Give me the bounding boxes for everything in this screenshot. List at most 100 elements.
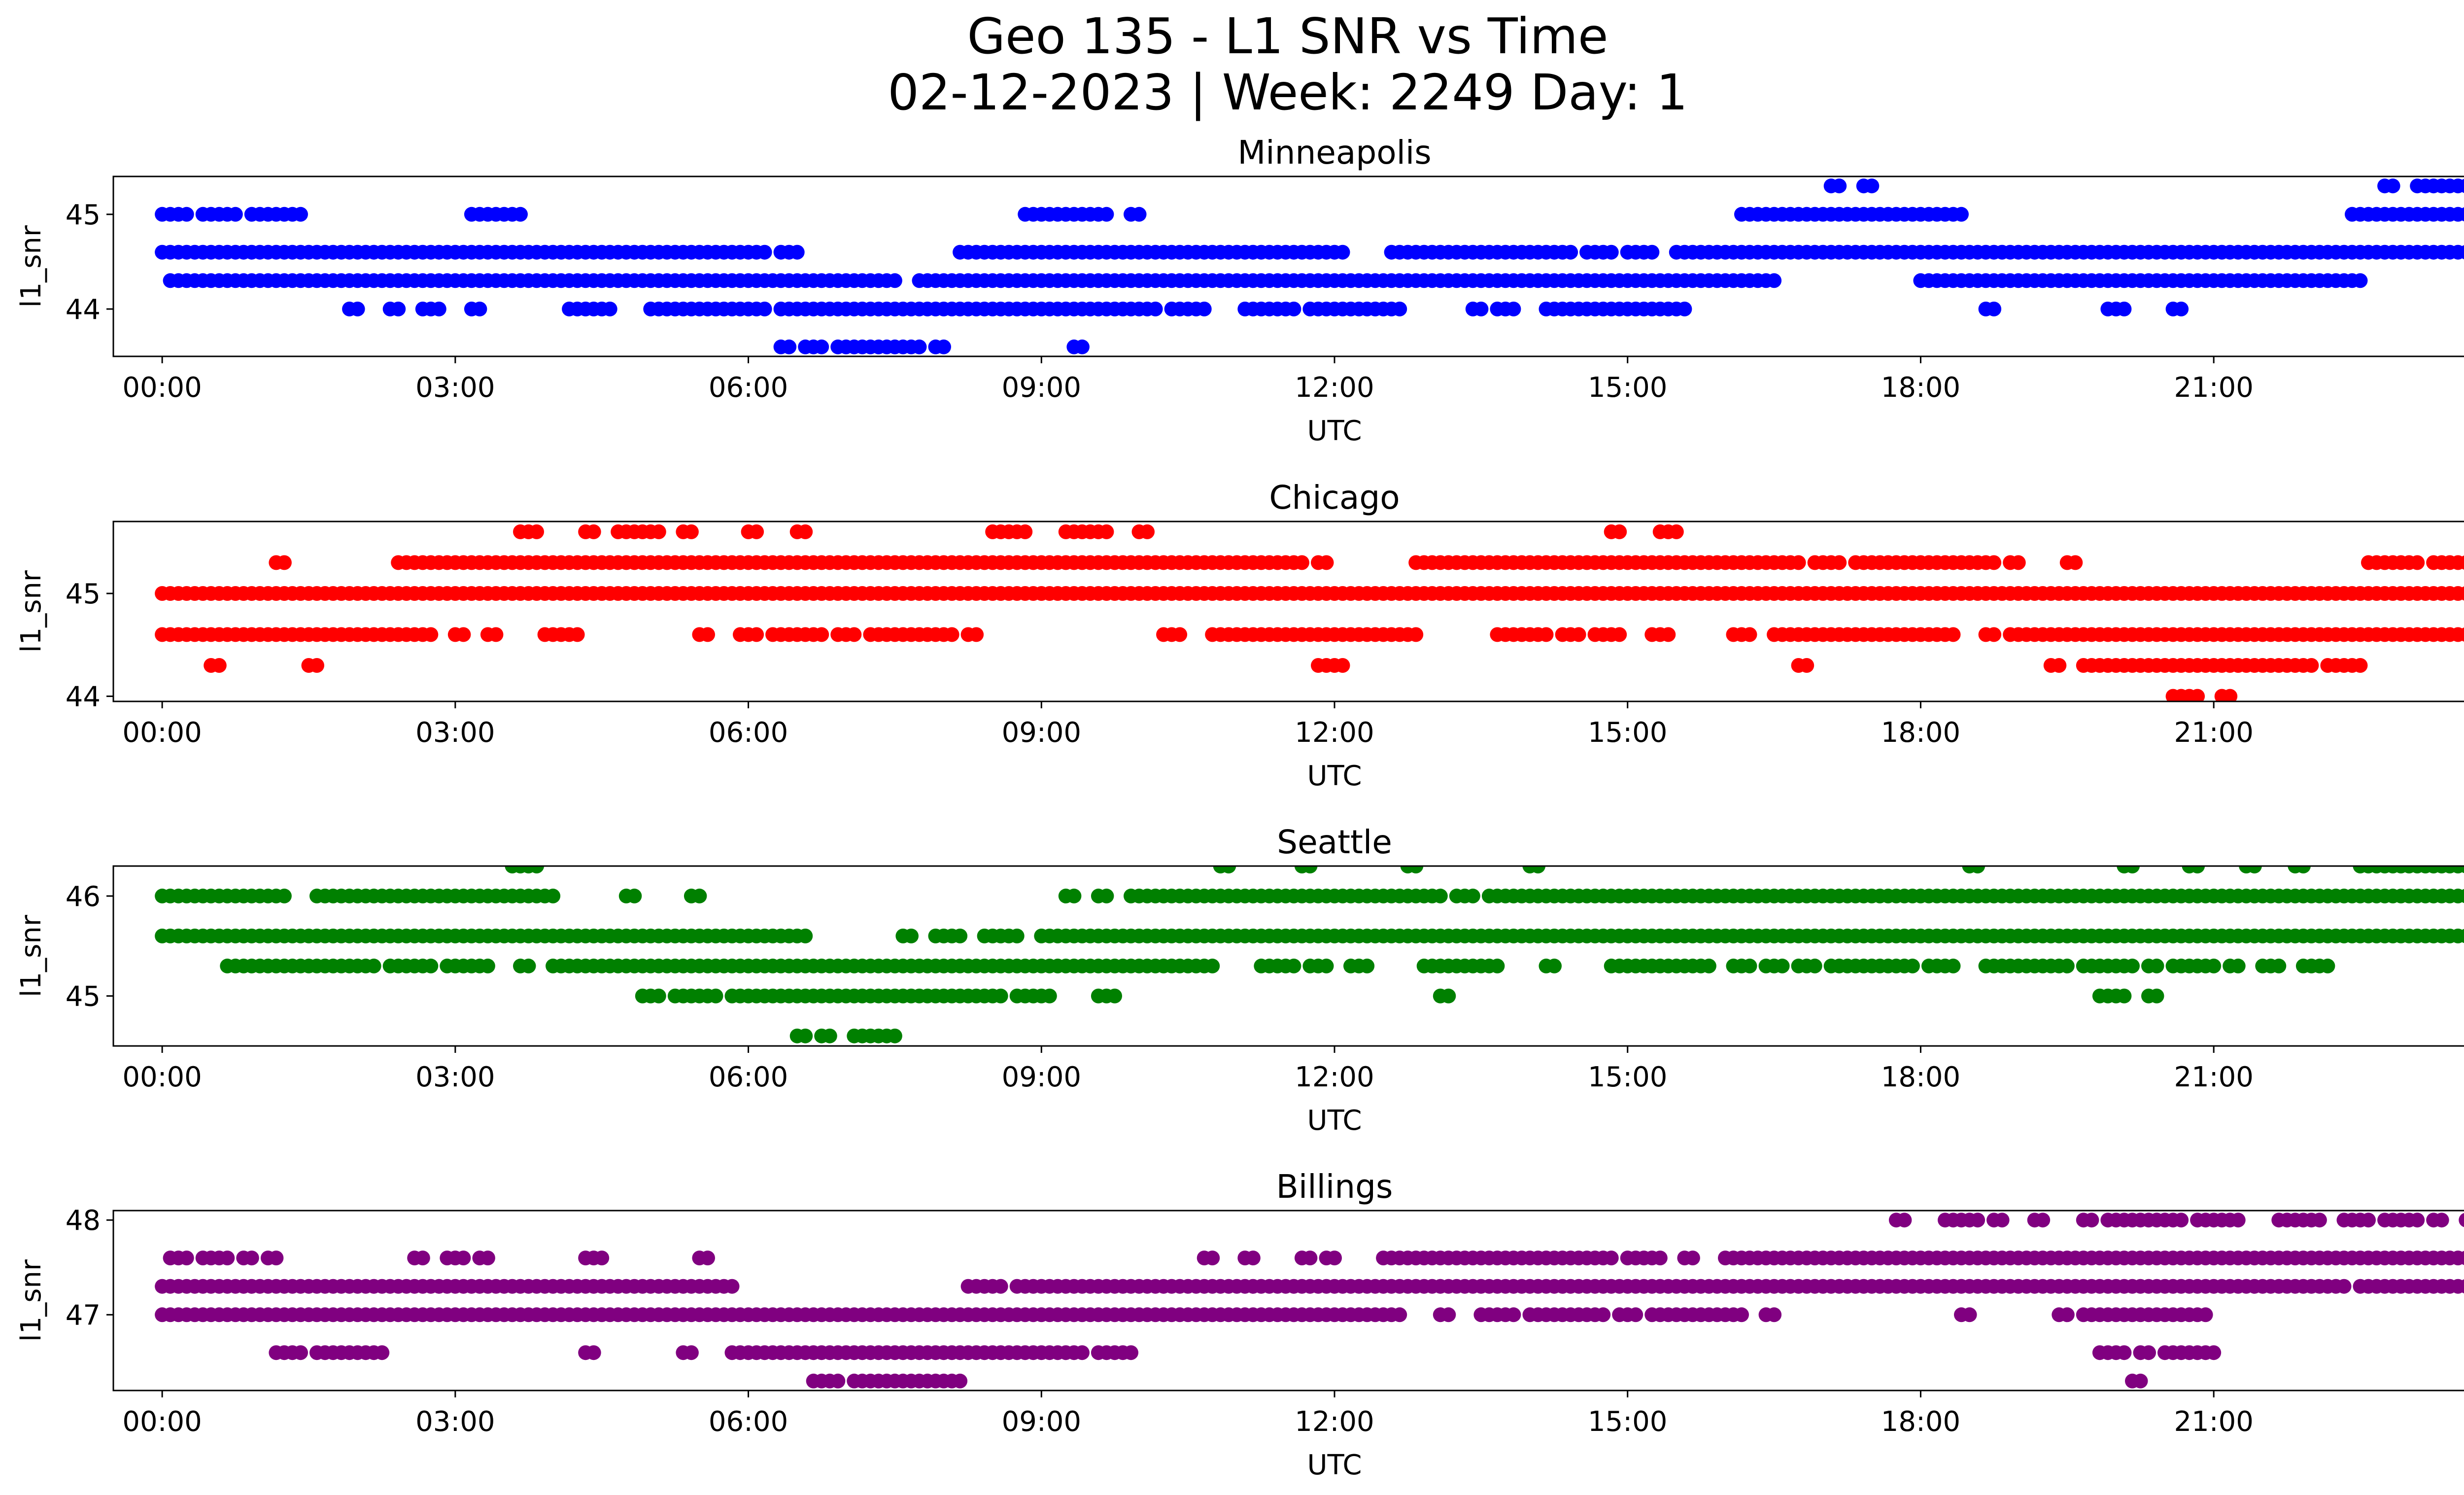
data-point [1286,301,1301,316]
y-tick-label: 47 [66,1299,101,1331]
data-point [2459,1279,2464,1294]
data-point [2434,1213,2449,1228]
data-point [1571,627,1586,642]
data-point [220,1251,235,1266]
x-tick-label: 06:00 [709,1406,788,1438]
x-tick-label: 15:00 [1588,1406,1667,1438]
data-point [887,273,902,288]
subplot-seattle: Seattle UTC l1_snr 00:00 03:00 06:00 09:00 1… [15,823,2464,1137]
data-point [1408,866,1424,873]
data-point [1970,866,1985,873]
data-point [993,988,1008,1004]
data-point [2230,958,2246,973]
data-point [586,1345,601,1360]
x-tick-label: 18:00 [1881,372,1960,404]
data-point [211,658,227,673]
data-point [1172,627,1188,642]
data-point [798,928,813,943]
data-point [2149,958,2164,973]
series-markers [155,1213,2464,1389]
data-point [1099,524,1114,539]
data-point [2459,889,2464,904]
data-point [594,1251,610,1266]
data-point [1302,1251,1318,1266]
data-point [1539,627,1554,642]
subplot-minneapolis: Minneapolis UTC l1_snr 00:00 03:00 06:00 09… [15,134,2464,447]
data-point [627,888,642,904]
data-point [1864,178,1880,194]
figure-title-line2: 02-12-2023 | Week: 2249 Day: 1 [888,64,1687,121]
data-point [586,524,601,539]
data-point [1441,988,1456,1004]
subplot-title: Chicago [1269,479,1400,517]
data-point [480,958,495,973]
axes-frame [112,1210,2464,1391]
plot-area: 00:00 03:00 06:00 09:00 12:00 15:00 18:00 21:00… [66,175,2464,404]
data-point [1905,958,1920,973]
data-point [2459,556,2464,570]
data-point [1124,1345,1138,1360]
data-point [1962,1307,1977,1322]
x-tick-label: 18:00 [1881,717,1960,749]
data-point [415,1251,430,1266]
data-point [1775,958,1790,973]
data-point [1547,958,1562,973]
data-point [700,627,715,642]
x-tick-label: 00:00 [122,717,202,749]
data-point [953,1373,968,1389]
x-tick-label: 00:00 [122,1406,202,1438]
data-point [1066,888,1082,904]
data-point [1140,524,1155,539]
data-point [789,244,805,260]
data-point [1563,244,1578,260]
data-point [546,888,561,904]
data-point [423,627,439,642]
data-point [2312,1213,2327,1228]
data-point [1531,866,1545,873]
y-tick-label: 44 [66,294,101,326]
data-point [2084,1213,2099,1228]
data-point [798,1028,813,1043]
data-point [1131,207,1147,222]
data-point [1327,1251,1342,1266]
series-markers [155,524,2464,701]
data-point [423,958,439,973]
data-point [2304,658,2319,673]
data-point [1994,1213,2010,1228]
data-point [814,627,829,642]
data-point [2385,178,2400,194]
data-point [1897,1213,1912,1228]
data-point [529,524,544,539]
y-axis-label: l1_snr [15,914,47,997]
data-point [2361,1213,2376,1228]
data-point [2410,555,2425,570]
data-point [1294,555,1309,570]
y-tick-label: 45 [66,578,101,610]
x-tick-label: 12:00 [1295,1406,1374,1438]
data-point [684,1345,699,1360]
data-point [814,339,829,354]
data-point [2190,866,2205,873]
data-point [1042,988,1057,1004]
data-point [749,524,764,539]
data-point [724,1279,740,1294]
data-point [1245,1251,1261,1266]
data-point [1986,627,2002,642]
data-point [684,524,699,539]
series-markers [155,866,2464,1043]
x-tick-label: 21:00 [2174,1406,2253,1438]
data-point [2125,958,2140,973]
data-point [521,958,536,973]
data-point [2174,1213,2189,1228]
data-point [1286,958,1301,973]
plot-area: 00:00 03:00 06:00 09:00 12:00 15:00 18:00 21:00… [66,865,2464,1093]
data-point [700,1251,715,1266]
data-point [1392,1307,1407,1322]
data-point [1205,1251,1220,1266]
figure-title-line1: Geo 135 - L1 SNR vs Time [967,7,1608,65]
data-point [1441,1307,1456,1322]
data-point [1767,273,1782,288]
data-point [1465,888,1480,904]
data-point [2459,178,2464,193]
data-point [692,888,707,904]
